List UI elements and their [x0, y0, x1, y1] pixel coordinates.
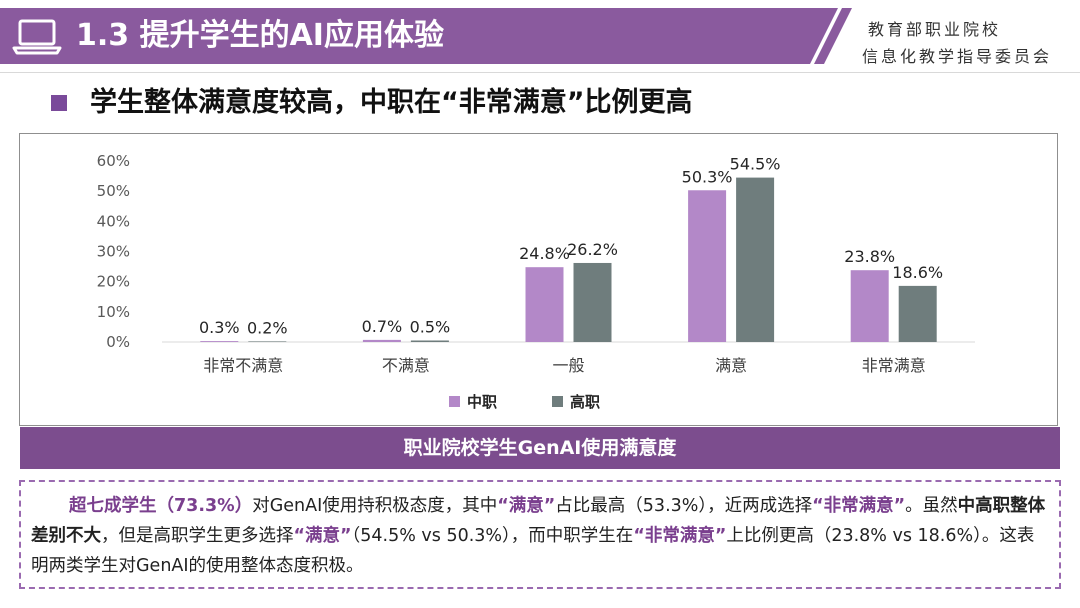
- summary-text: 上比例更高（23.8% vs 18.6%）。这表明两类学生对GenAI的使用整体…: [31, 526, 1035, 576]
- legend-swatch: [552, 396, 563, 407]
- bar-gaozhi: [248, 341, 287, 342]
- bar-zhongzhi: [362, 339, 401, 342]
- chart-container: 0% 10% 20% 30% 40% 50% 60% 非常不满意 0.3% 0.2% 不满意 0.7%…: [19, 133, 1058, 426]
- x-tick-label: 不满意: [382, 356, 430, 375]
- x-tick-label: 非常满意: [862, 356, 926, 375]
- dot-grid-decoration: [764, 44, 792, 60]
- legend-label: 高职: [570, 393, 600, 411]
- bar-gaozhi: [410, 340, 449, 342]
- summary-text: ，但是高职学生更多选择: [101, 526, 294, 546]
- summary-highlight: “满意”: [293, 526, 352, 546]
- bar-zhongzhi: [688, 190, 727, 342]
- y-tick-label: 60%: [97, 152, 130, 170]
- bar-gaozhi: [898, 285, 937, 342]
- summary-text: 。虽然: [905, 496, 958, 516]
- bar-gaozhi: [736, 177, 775, 342]
- x-tick-label: 满意: [715, 356, 747, 375]
- y-tick-label: 0%: [106, 333, 130, 351]
- summary-text: （54.5% vs 50.3%），而中职学生在: [351, 526, 634, 546]
- organization-line-2: 信息化教学指导委员会: [862, 47, 1053, 66]
- data-label: 26.2%: [567, 240, 618, 259]
- data-label: 23.8%: [844, 247, 895, 266]
- y-tick-label: 30%: [97, 243, 130, 261]
- summary-highlight: “非常满意”: [633, 526, 727, 546]
- data-label: 18.6%: [892, 263, 943, 282]
- summary-text: 占比最高（53.3%），近两成选择: [555, 496, 813, 516]
- organization-line-1: 教育部职业院校: [868, 20, 1002, 39]
- slide-title: 1.3 提升学生的AI应用体验: [76, 18, 444, 53]
- subtitle-bullet: [51, 95, 67, 111]
- organization-name: 教育部职业院校 信息化教学指导委员会: [862, 16, 1074, 70]
- slide-subtitle: 学生整体满意度较高，中职在“非常满意”比例更高: [90, 87, 693, 118]
- y-tick-label: 40%: [97, 212, 130, 230]
- summary-highlight: “非常满意”: [812, 496, 906, 516]
- data-label: 0.3%: [199, 318, 240, 337]
- x-tick-label: 非常不满意: [203, 356, 283, 375]
- bar-zhongzhi: [525, 267, 564, 342]
- bar-zhongzhi: [200, 341, 239, 342]
- header-divider: [0, 72, 1080, 73]
- laptop-icon: [12, 19, 62, 55]
- summary-bold: 中高职整体差别不大: [31, 496, 1046, 546]
- legend-swatch: [449, 396, 460, 407]
- summary-box: 超七成学生（73.3%）对GenAI使用持积极态度，其中“满意”占比最高（53.…: [19, 480, 1061, 589]
- data-label: 50.3%: [682, 167, 733, 186]
- data-label: 54.5%: [730, 155, 781, 174]
- y-tick-label: 20%: [97, 273, 130, 291]
- header-band: [0, 8, 852, 64]
- y-tick-label: 10%: [97, 303, 130, 321]
- data-label: 24.8%: [519, 244, 570, 263]
- legend-label: 中职: [467, 393, 497, 411]
- summary-highlight: “满意”: [497, 496, 556, 516]
- y-tick-label: 50%: [97, 182, 130, 200]
- summary-text: 对GenAI使用持积极态度，其中: [252, 496, 498, 516]
- data-label: 0.5%: [410, 317, 451, 336]
- bar-gaozhi: [573, 262, 612, 342]
- data-label: 0.2%: [247, 318, 288, 337]
- data-label: 0.7%: [362, 317, 403, 336]
- x-tick-label: 一般: [552, 356, 584, 375]
- bar-zhongzhi: [850, 270, 889, 342]
- bar-chart: 0% 10% 20% 30% 40% 50% 60% 非常不满意 0.3% 0.2% 不满意 0.7%…: [97, 152, 975, 411]
- summary-highlight: 超七成学生（73.3%）: [69, 496, 253, 516]
- chart-title: 职业院校学生GenAI使用满意度: [20, 427, 1060, 469]
